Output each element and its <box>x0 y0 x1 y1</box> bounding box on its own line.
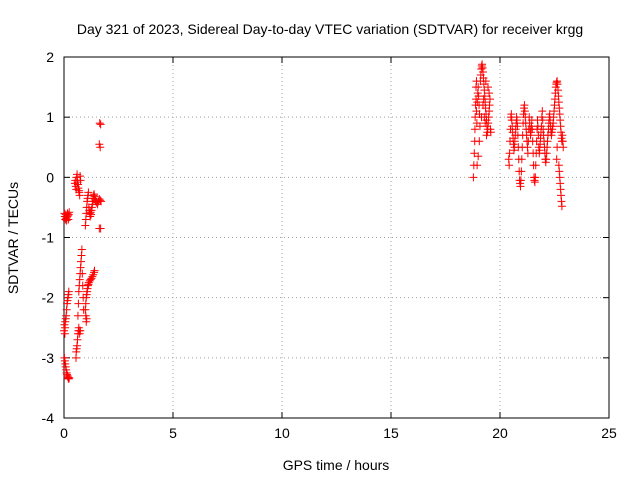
data-point <box>538 107 547 116</box>
x-tick-label: 5 <box>169 425 177 441</box>
data-point <box>531 173 540 182</box>
data-point <box>553 143 562 152</box>
y-tick-labels: -4 -3 -2 -1 0 1 2 <box>42 49 55 426</box>
data-point <box>97 197 106 206</box>
data-point <box>505 161 514 170</box>
data-point <box>485 89 494 98</box>
data-point <box>469 173 478 182</box>
chart-title: Day 321 of 2023, Sidereal Day-to-day VTE… <box>77 21 583 37</box>
y-tick-label: -4 <box>42 410 55 426</box>
x-tick-labels: 0 5 10 15 20 25 <box>60 425 617 441</box>
data-point <box>78 269 87 278</box>
y-axis-label: SDTVAR / TECUs <box>5 182 21 294</box>
data-point <box>77 245 86 254</box>
data-point <box>75 191 84 200</box>
data-point <box>475 137 484 146</box>
data-point <box>84 188 93 197</box>
data-point <box>538 116 547 125</box>
x-axis-label: GPS time / hours <box>283 457 390 473</box>
data-point <box>513 122 522 131</box>
data-point <box>517 155 526 164</box>
x-tick-label: 0 <box>60 425 68 441</box>
x-tick-label: 25 <box>601 425 617 441</box>
y-tick-label: 1 <box>46 109 54 125</box>
data-point <box>474 152 483 161</box>
data-point <box>479 95 488 104</box>
grid-lines <box>64 57 609 418</box>
y-tick-label: -3 <box>42 350 55 366</box>
data-point <box>90 266 99 275</box>
data-point <box>96 224 105 233</box>
data-point <box>65 373 74 382</box>
data-point <box>76 326 85 335</box>
data-point <box>482 131 491 140</box>
data-point <box>478 101 487 110</box>
x-tick-label: 10 <box>274 425 290 441</box>
data-point <box>484 83 493 92</box>
y-tick-label: 0 <box>46 169 54 185</box>
data-point <box>82 314 91 323</box>
data-point <box>470 125 479 134</box>
data-point <box>531 161 540 170</box>
x-tick-label: 15 <box>383 425 399 441</box>
y-tick-label: -1 <box>42 230 55 246</box>
data-point <box>472 77 481 86</box>
data-point <box>557 202 566 211</box>
data-point <box>473 161 482 170</box>
data-point <box>64 287 73 296</box>
data-point <box>481 77 490 86</box>
data-point <box>65 208 74 217</box>
data-points <box>60 60 568 383</box>
data-point <box>475 122 484 131</box>
data-point <box>96 196 105 205</box>
y-tick-label: -2 <box>42 290 55 306</box>
data-point <box>96 120 105 129</box>
data-point <box>480 113 489 122</box>
data-point <box>87 274 96 283</box>
data-point <box>552 155 561 164</box>
data-point <box>516 176 525 185</box>
data-point <box>74 299 83 308</box>
data-point <box>73 311 82 320</box>
data-point <box>88 272 97 281</box>
data-point <box>95 119 104 128</box>
data-point <box>76 176 85 185</box>
x-tick-label: 20 <box>492 425 508 441</box>
y-tick-label: 2 <box>46 49 54 65</box>
data-point <box>517 167 526 176</box>
data-point <box>486 128 495 137</box>
data-point <box>96 143 105 152</box>
data-point <box>505 149 514 158</box>
axis-ticks <box>63 56 610 419</box>
data-point <box>481 119 490 128</box>
